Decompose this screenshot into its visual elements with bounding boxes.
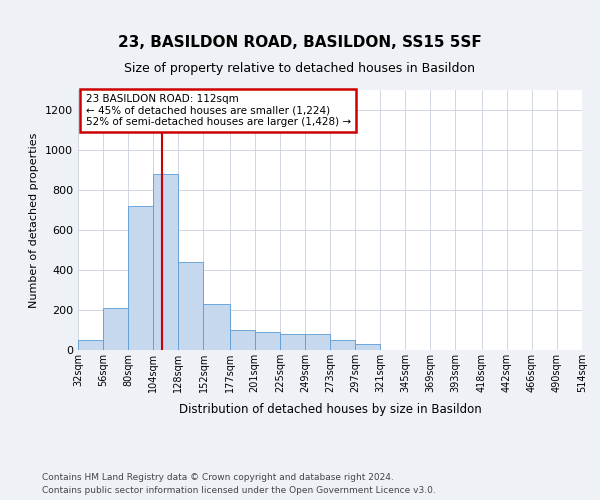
Text: Contains public sector information licensed under the Open Government Licence v3: Contains public sector information licen… (42, 486, 436, 495)
Text: 23, BASILDON ROAD, BASILDON, SS15 5SF: 23, BASILDON ROAD, BASILDON, SS15 5SF (118, 35, 482, 50)
Bar (203, 304, 230, 350)
X-axis label: Distribution of detached houses by size in Basildon: Distribution of detached houses by size … (179, 404, 481, 416)
Bar (230, 330, 255, 350)
Bar (153, 174, 178, 350)
Bar (103, 308, 128, 350)
Bar (330, 340, 355, 350)
Bar (355, 344, 380, 350)
Bar (178, 262, 203, 350)
Y-axis label: Number of detached properties: Number of detached properties (29, 132, 40, 308)
Bar (305, 334, 330, 350)
Bar (128, 206, 153, 350)
Bar (78, 340, 103, 350)
Text: Contains HM Land Registry data © Crown copyright and database right 2024.: Contains HM Land Registry data © Crown c… (42, 472, 394, 482)
Text: 23 BASILDON ROAD: 112sqm
← 45% of detached houses are smaller (1,224)
52% of sem: 23 BASILDON ROAD: 112sqm ← 45% of detach… (86, 94, 350, 127)
Bar (280, 334, 305, 350)
Bar (255, 332, 280, 350)
Text: Size of property relative to detached houses in Basildon: Size of property relative to detached ho… (125, 62, 476, 75)
